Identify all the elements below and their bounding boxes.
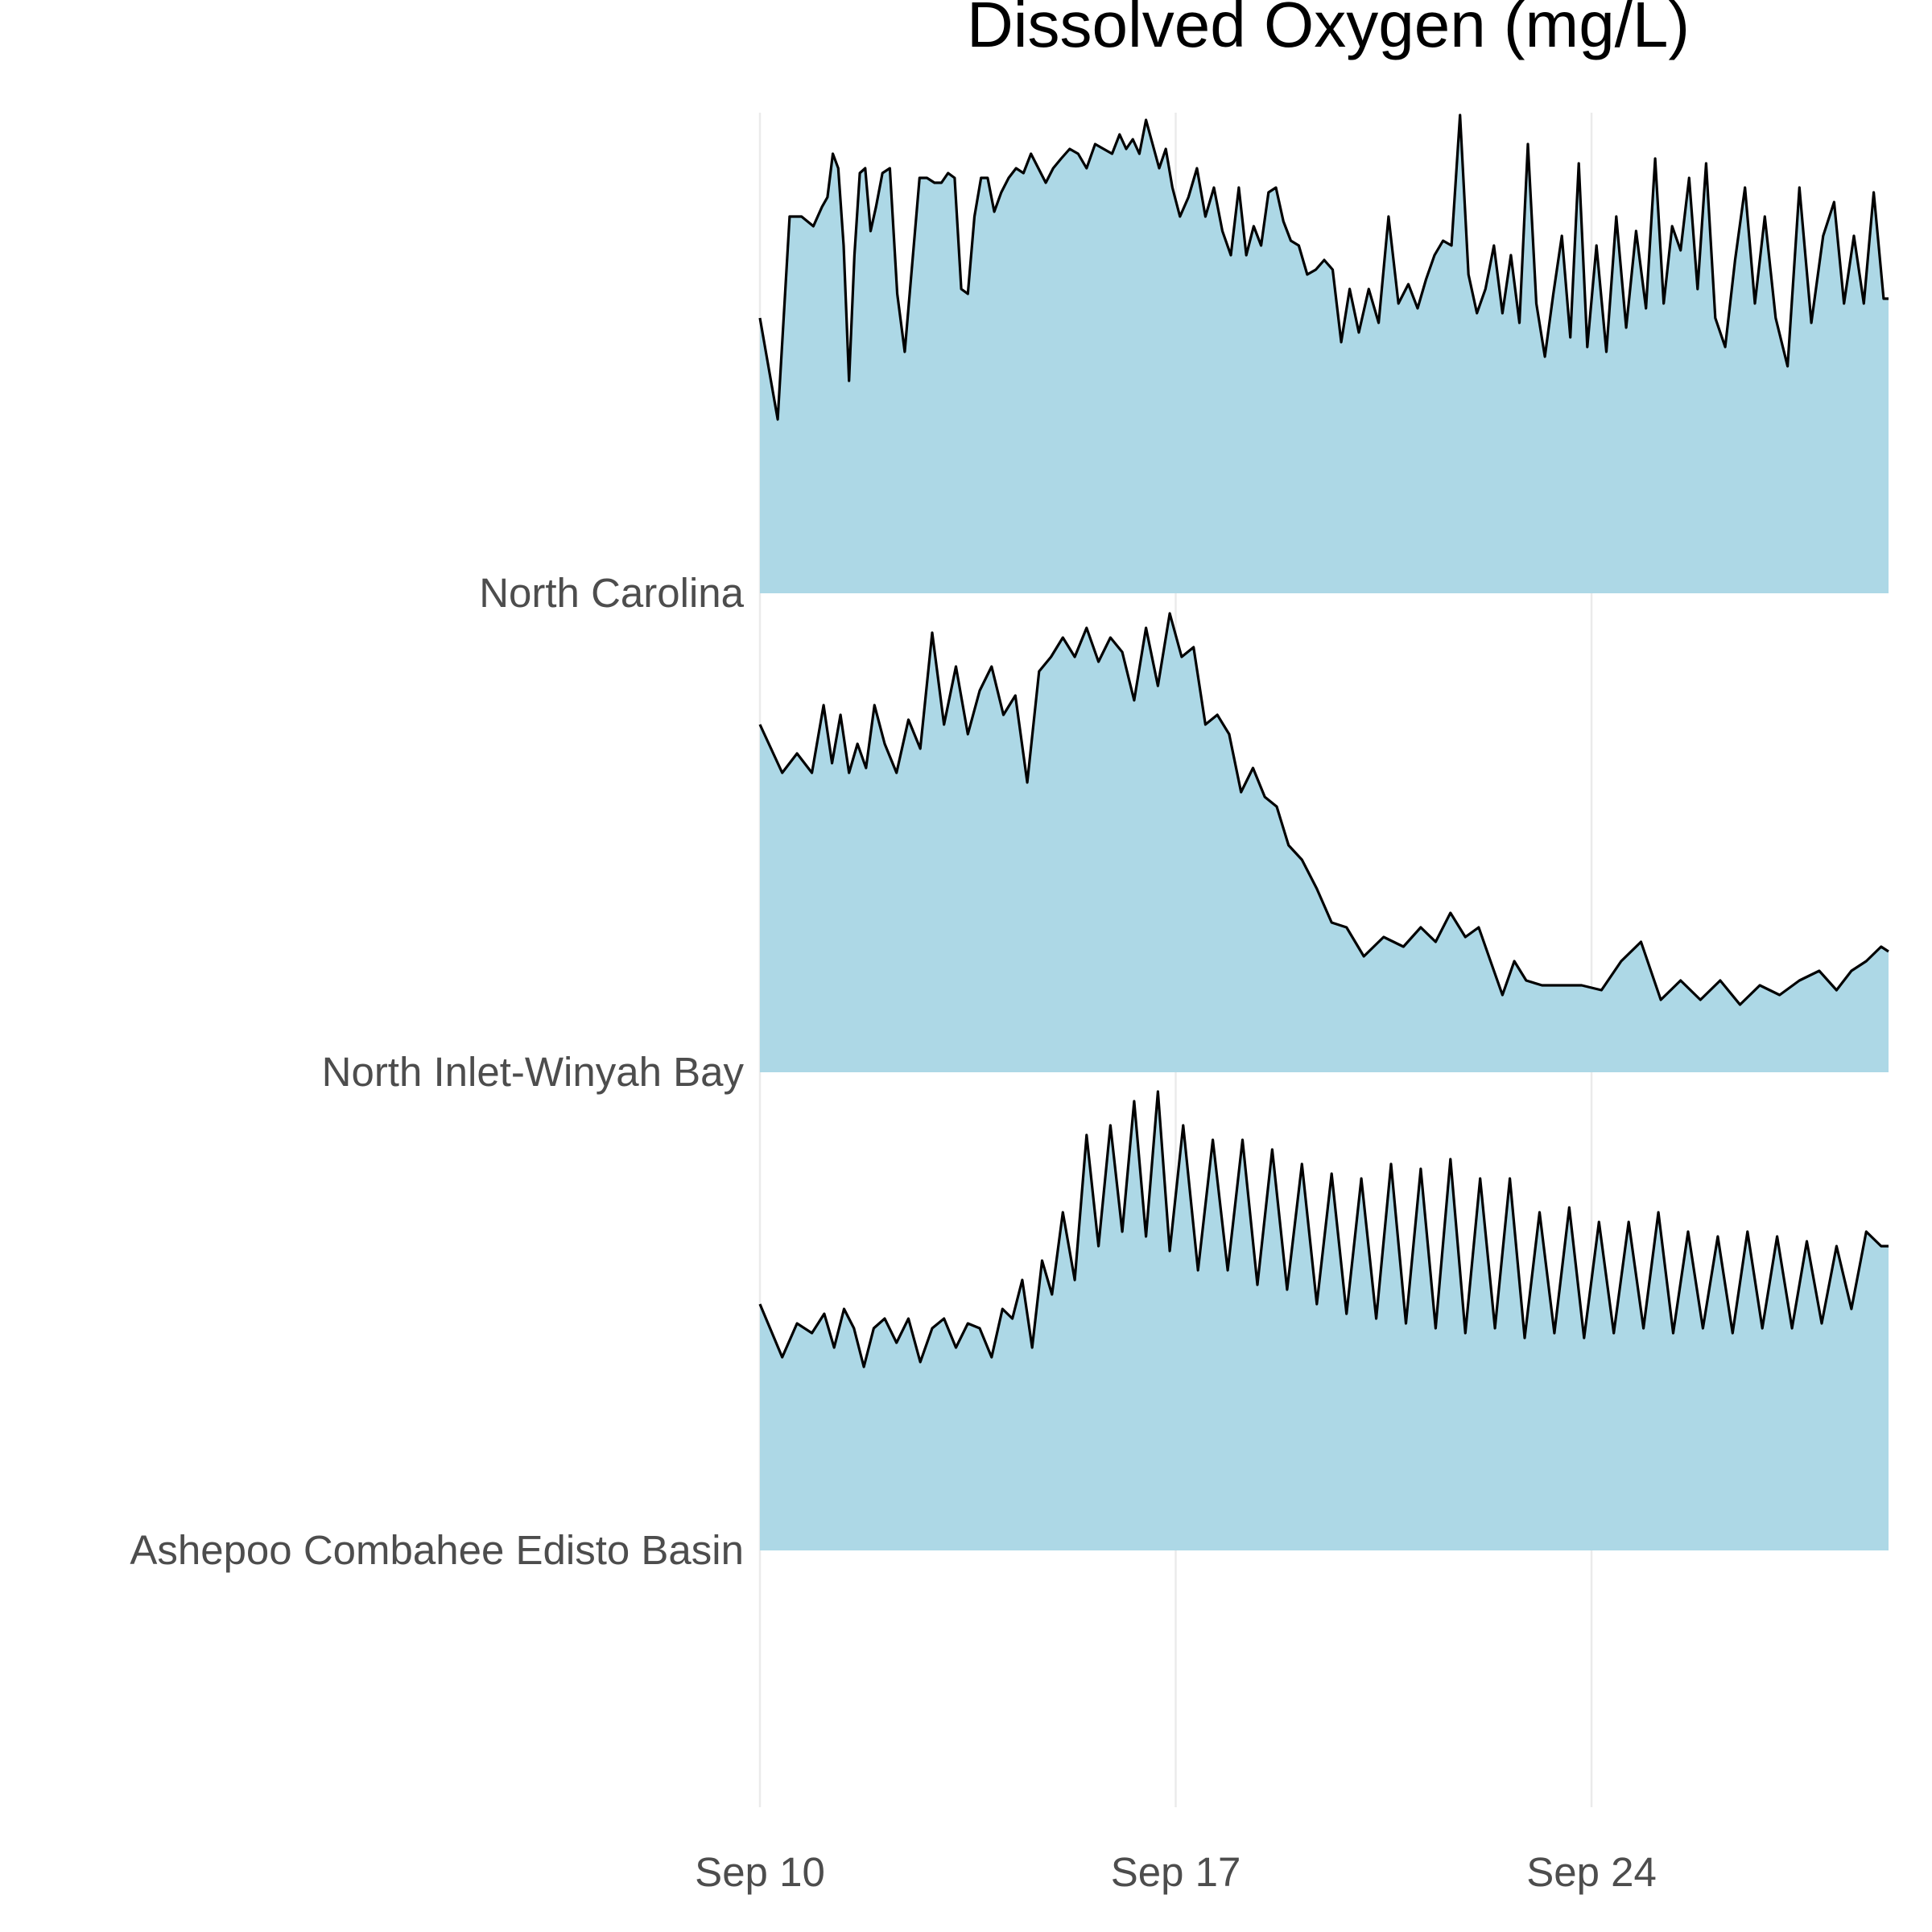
- category-labels: North Carolina North Inlet-Winyah Bay Ashe…: [130, 570, 744, 1573]
- ridge-area-2: [760, 1092, 1889, 1550]
- x-tick-label: Sep 17: [1111, 1849, 1241, 1895]
- ridge-line-1: [758, 612, 1889, 1006]
- chart-title: Dissolved Oxygen (mg/L): [967, 0, 1690, 60]
- x-tick-label: Sep 24: [1526, 1849, 1657, 1895]
- ridge-area-0: [760, 115, 1889, 593]
- category-label: Ashepoo Combahee Edisto Basin: [130, 1527, 744, 1573]
- category-label: North Carolina: [479, 570, 744, 616]
- category-label: North Inlet-Winyah Bay: [322, 1049, 745, 1095]
- ridges: [758, 114, 1889, 1550]
- x-axis: Sep 10 Sep 17 Sep 24: [695, 1849, 1657, 1895]
- x-tick-label: Sep 10: [695, 1849, 825, 1895]
- ridge-area-1: [760, 613, 1889, 1072]
- ridge-line-0: [758, 114, 1889, 421]
- ridge-line-2: [758, 1090, 1889, 1368]
